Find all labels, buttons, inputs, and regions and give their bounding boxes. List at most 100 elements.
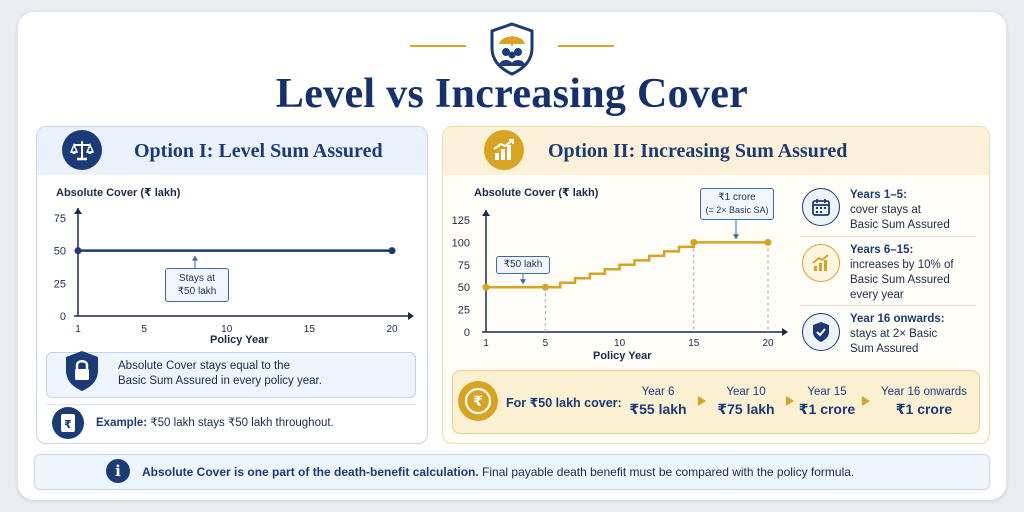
option2-xlabel: Policy Year — [593, 350, 652, 362]
option1-callout: Stays at ₹50 lakh — [165, 268, 229, 302]
rule-2-line: every year — [850, 289, 904, 301]
rule-years-6-15: Years 6–15: increases by 10% of Basic Su… — [850, 243, 954, 303]
x-axis-arrow — [408, 312, 414, 320]
arrow-right-icon — [862, 396, 870, 406]
page-title: Level vs Increasing Cover — [275, 71, 749, 117]
x-tick-label: 10 — [221, 324, 233, 335]
level-data-point — [74, 247, 82, 255]
footer-bold: Absolute Cover is one part of the death-… — [142, 465, 479, 479]
rule-3-line: stays at 2× Basic — [850, 328, 938, 340]
y-axis-arrow — [482, 210, 490, 216]
option1-title: Option I: Level Sum Assured — [134, 140, 383, 162]
option2-title: Option II: Increasing Sum Assured — [548, 140, 848, 162]
footer-text: Absolute Cover is one part of the death-… — [142, 465, 854, 479]
option2-callout-end-line2: (= 2× Basic SA) — [705, 205, 769, 215]
rule-divider — [800, 305, 976, 306]
example-year: Year 15 — [807, 386, 847, 398]
example-value: ₹1 crore — [798, 401, 856, 417]
level-data-point — [388, 247, 396, 255]
x-tick-label: 20 — [386, 324, 398, 335]
shield-check-icon — [802, 313, 840, 351]
x-tick-label: 5 — [141, 324, 147, 335]
rule-2-heading: Years 6–15: — [850, 244, 914, 256]
option1-example: Example: ₹50 lakh stays ₹50 lakh through… — [96, 416, 334, 431]
option1-example-text: ₹50 lakh stays ₹50 lakh throughout. — [147, 417, 334, 429]
rule-divider — [800, 236, 976, 237]
footer-rest: Final payable death benefit must be comp… — [478, 465, 855, 479]
option1-note-text: Absolute Cover stays equal to the Basic … — [118, 359, 322, 389]
y-axis-arrow — [74, 208, 82, 214]
example-year: Year 6 — [641, 386, 675, 398]
x-tick-label: 1 — [483, 338, 489, 349]
increasing-data-point — [482, 283, 490, 291]
x-tick-label: 15 — [304, 324, 316, 335]
x-axis-arrow — [782, 328, 788, 336]
svg-text:₹: ₹ — [473, 394, 483, 410]
callout-pointer-head — [733, 234, 739, 240]
scales-icon — [62, 130, 102, 170]
increasing-data-point — [541, 283, 549, 291]
example-value: ₹1 crore — [895, 401, 953, 417]
rupee-document-icon: ₹ — [52, 407, 84, 439]
example-value: ₹55 lakh — [629, 401, 687, 417]
y-tick-label: 25 — [54, 278, 66, 290]
example-year: Year 10 — [726, 386, 766, 398]
rule-year-16-onwards: Year 16 onwards: stays at 2× Basic Sum A… — [850, 312, 945, 357]
option2-callout-end-line1: ₹1 crore — [718, 192, 756, 203]
x-tick-label: 15 — [688, 338, 700, 349]
y-tick-label: 100 — [452, 237, 470, 249]
arrow-right-icon — [698, 396, 706, 406]
option1-callout-line2: ₹50 lakh — [177, 286, 217, 297]
example-year: Year 16 onwards — [881, 386, 967, 398]
x-tick-label: 10 — [614, 338, 626, 349]
callout-pointer-head — [192, 255, 198, 261]
rule-3-line: Sum Assured — [850, 343, 919, 355]
option1-callout-line1: Stays at — [178, 273, 216, 284]
option1-xlabel: Policy Year — [210, 334, 269, 346]
rule-3-heading: Year 16 onwards: — [850, 313, 945, 325]
option2-header — [443, 127, 989, 175]
y-tick-label: 0 — [464, 327, 470, 339]
example-value: ₹75 lakh — [717, 401, 775, 417]
option1-divider — [46, 404, 416, 405]
example-year-16-onwards: Year 16 onwards ₹1 crore — [874, 386, 974, 418]
growth-chart-icon — [802, 244, 840, 282]
rising-chart-icon — [484, 130, 524, 170]
lock-shield-icon — [64, 350, 100, 392]
example-year-15: Year 15 ₹1 crore — [798, 386, 856, 418]
rule-years-1-5: Years 1–5: cover stays at Basic Sum Assu… — [850, 188, 950, 233]
header-divider-left — [410, 45, 466, 47]
option2-example-box — [452, 370, 980, 434]
x-tick-label: 5 — [543, 338, 549, 349]
y-tick-label: 125 — [452, 215, 470, 227]
rule-1-line: cover stays at — [850, 204, 921, 216]
example-year-6: Year 6 ₹55 lakh — [628, 386, 688, 418]
y-tick-label: 75 — [54, 213, 66, 225]
option2-callout-start: ₹50 lakh — [496, 256, 550, 274]
option2-callout-end: ₹1 crore (= 2× Basic SA) — [700, 188, 774, 220]
y-tick-label: 50 — [54, 246, 66, 258]
option1-example-label: Example: — [96, 417, 148, 429]
increasing-data-point — [764, 238, 772, 246]
option1-ylabel: Absolute Cover (₹ lakh) — [56, 187, 181, 199]
rule-2-line: Basic Sum Assured — [850, 274, 950, 286]
x-tick-label: 1 — [75, 324, 81, 335]
rule-1-heading: Years 1–5: — [850, 189, 907, 201]
y-tick-label: 75 — [458, 260, 470, 272]
rupee-coin-icon: ₹ — [458, 381, 498, 421]
rule-2-line: increases by 10% of — [850, 259, 954, 271]
rule-1-line: Basic Sum Assured — [850, 219, 950, 231]
svg-text:₹: ₹ — [64, 418, 72, 431]
calendar-icon — [802, 188, 840, 226]
x-tick-label: 20 — [762, 338, 774, 349]
option1-header — [37, 127, 427, 175]
footer-note — [34, 454, 990, 490]
option1-note — [46, 352, 416, 398]
option1-note-line1: Absolute Cover stays equal to the — [118, 360, 290, 372]
option1-note-line2: Basic Sum Assured in every policy year. — [118, 375, 322, 387]
example-year-10: Year 10 ₹75 lakh — [714, 386, 778, 418]
header-divider-right — [558, 45, 614, 47]
y-tick-label: 50 — [458, 282, 470, 294]
